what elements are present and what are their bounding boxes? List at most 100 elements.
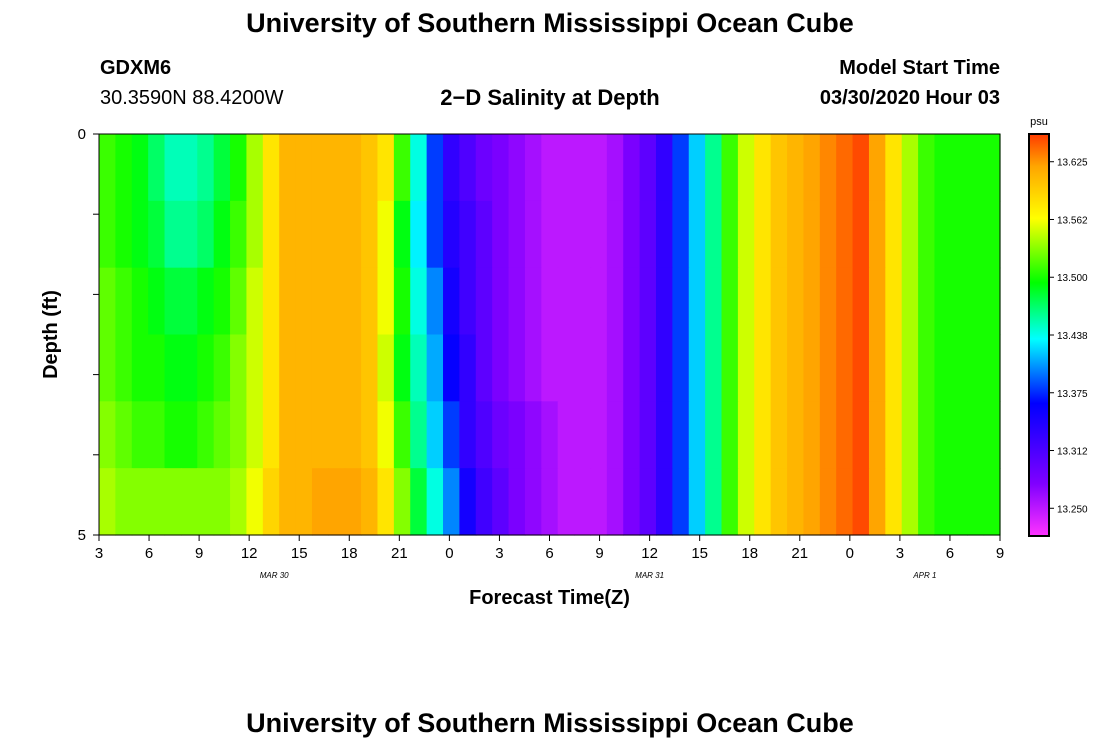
heatmap-cell xyxy=(279,468,297,536)
heatmap-cell xyxy=(246,334,264,402)
heatmap-cell xyxy=(950,401,968,469)
heatmap-cell xyxy=(443,334,460,402)
heatmap-cell xyxy=(213,468,231,536)
heatmap-cell xyxy=(148,468,166,536)
heatmap-cell xyxy=(99,468,116,536)
heatmap-cell xyxy=(787,468,805,536)
heatmap-cell xyxy=(180,334,198,402)
y-tick-label: 5 xyxy=(78,527,86,544)
heatmap-cell xyxy=(737,334,755,402)
date-label: MAR 30 xyxy=(260,571,289,580)
heatmap-cell xyxy=(393,134,411,202)
heatmap-cell xyxy=(426,267,444,336)
heatmap-cell xyxy=(737,134,755,202)
heatmap-cell xyxy=(819,401,837,469)
heatmap-cell xyxy=(672,267,690,336)
heatmap-cell xyxy=(459,401,477,469)
heatmap-cell xyxy=(852,267,870,336)
heatmap-cell xyxy=(721,267,739,336)
heatmap-cell xyxy=(803,134,821,202)
heatmap-cell xyxy=(180,468,198,536)
heatmap-cell xyxy=(705,401,723,469)
heatmap-cell xyxy=(721,468,739,536)
heatmap-cell xyxy=(655,401,673,469)
heatmap-cell xyxy=(311,401,329,469)
heatmap-cell xyxy=(262,401,280,469)
heatmap-cell xyxy=(459,200,477,269)
heatmap-cell xyxy=(590,267,608,336)
heatmap-cell xyxy=(770,267,788,336)
heatmap-cell xyxy=(672,134,690,202)
heatmap-cell xyxy=(492,401,510,469)
heatmap-cell xyxy=(426,200,444,269)
x-axis-label: Forecast Time(Z) xyxy=(469,587,630,609)
heatmap-cell xyxy=(754,267,772,336)
plot-title: 2−D Salinity at Depth xyxy=(440,85,660,110)
heatmap-cell xyxy=(148,334,166,402)
x-tick-label: 21 xyxy=(391,545,408,562)
heatmap-cell xyxy=(279,334,297,402)
heatmap-cell xyxy=(295,334,313,402)
heatmap-cell xyxy=(623,334,641,402)
heatmap-cell xyxy=(459,334,477,402)
heatmap-cell xyxy=(590,401,608,469)
heatmap-cell xyxy=(115,200,133,269)
heatmap-cell xyxy=(852,200,870,269)
heatmap-cell xyxy=(524,468,542,536)
heatmap-cell xyxy=(377,200,395,269)
heatmap-cell xyxy=(131,134,149,202)
heatmap-cell xyxy=(311,267,329,336)
y-axis: 05 xyxy=(78,126,99,544)
heatmap-cell xyxy=(393,267,411,336)
heatmap-cell xyxy=(230,468,248,536)
heatmap-cell xyxy=(262,334,280,402)
heatmap-cell xyxy=(230,401,248,469)
heatmap-cell xyxy=(459,267,477,336)
heatmap-cell xyxy=(426,334,444,402)
heatmap-cell xyxy=(475,134,493,202)
heatmap-cell xyxy=(918,134,936,202)
colorbar-tick-label: 13.500 xyxy=(1057,273,1088,284)
heatmap-cell xyxy=(115,334,133,402)
heatmap-cell xyxy=(246,468,264,536)
x-tick-label: 15 xyxy=(291,545,308,562)
heatmap-cell xyxy=(868,267,886,336)
heatmap-cell xyxy=(197,200,215,269)
heatmap-cell xyxy=(492,134,510,202)
heatmap-cell xyxy=(655,267,673,336)
heatmap-cell xyxy=(426,401,444,469)
heatmap-cell xyxy=(131,334,149,402)
heatmap-cell xyxy=(918,468,936,536)
heatmap-cell xyxy=(918,401,936,469)
heatmap-cell xyxy=(361,200,379,269)
heatmap-cell xyxy=(836,200,854,269)
heatmap-cell xyxy=(606,401,624,469)
heatmap-cell xyxy=(787,200,805,269)
heatmap-cell xyxy=(885,334,903,402)
heatmap-cell xyxy=(541,401,559,469)
heatmap-cell xyxy=(508,468,526,536)
page-title-bottom: University of Southern Mississippi Ocean… xyxy=(246,708,854,738)
heatmap-cell xyxy=(639,267,657,336)
heatmap-cell xyxy=(377,401,395,469)
x-tick-label: 18 xyxy=(741,545,758,562)
x-tick-label: 9 xyxy=(595,545,603,562)
heatmap-cell xyxy=(852,468,870,536)
heatmap-cell xyxy=(475,401,493,469)
heatmap-cell xyxy=(918,200,936,269)
heatmap-cell xyxy=(852,334,870,402)
heatmap-cell xyxy=(492,468,510,536)
heatmap-cell xyxy=(443,468,460,536)
heatmap-cell xyxy=(819,134,837,202)
heatmap-cell xyxy=(721,200,739,269)
x-tick-label: 6 xyxy=(545,545,553,562)
heatmap-cell xyxy=(819,200,837,269)
heatmap-cell xyxy=(754,468,772,536)
heatmap-cell xyxy=(426,134,444,202)
heatmap-cell xyxy=(328,468,346,536)
x-tick-label: 6 xyxy=(946,545,954,562)
heatmap-cell xyxy=(918,334,936,402)
heatmap-cell xyxy=(99,401,116,469)
heatmap-cell xyxy=(311,200,329,269)
x-tick-label: 9 xyxy=(195,545,203,562)
